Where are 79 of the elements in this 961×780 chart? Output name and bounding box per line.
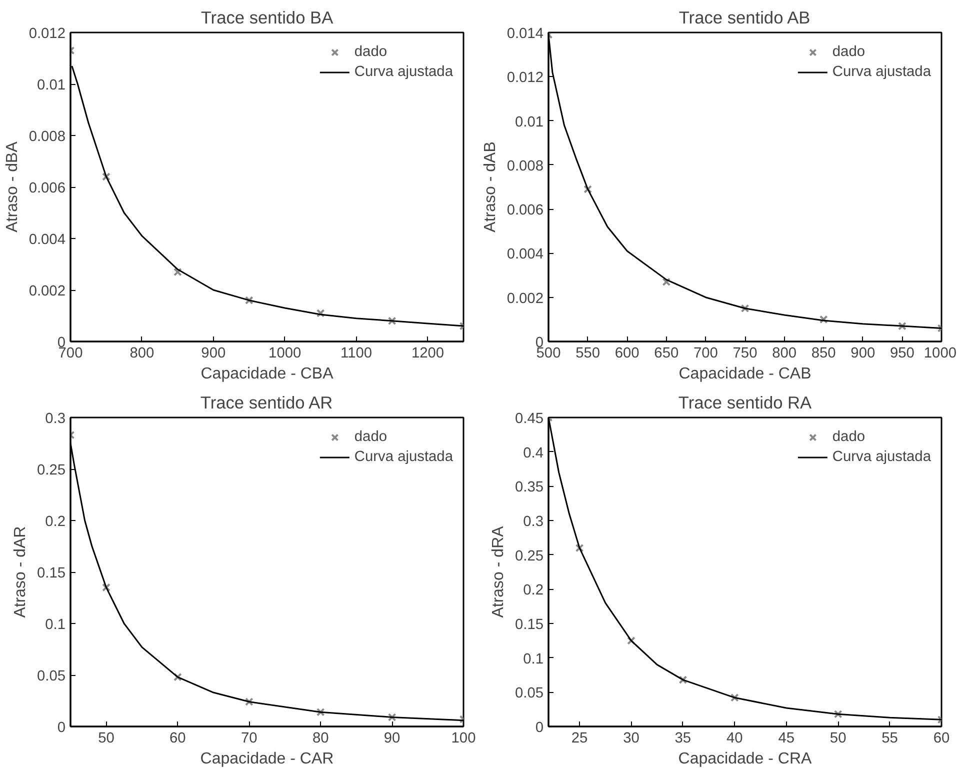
y-tick-label: 0.25 [36, 462, 66, 478]
y-tick-label: 0.15 [514, 617, 544, 633]
x-tick-label: 25 [571, 730, 588, 746]
x-axis-title: Capacidade - CAB [678, 366, 812, 382]
chart-title: Trace sentido RA [678, 392, 812, 412]
y-tick-label: 0.05 [36, 668, 66, 684]
y-tick-label: 0.002 [28, 284, 66, 300]
y-tick-label: 0.25 [514, 548, 544, 564]
y-tick-label: 0.4 [523, 445, 544, 462]
legend-label: dado [354, 429, 388, 445]
y-axis-title: Atraso - dAR [12, 526, 29, 618]
x-tick-label: 800 [772, 346, 797, 362]
y-axis-title: Atraso - dBA [4, 141, 21, 232]
y-tick-label: 0.3 [523, 514, 544, 530]
x-tick-label: 50 [830, 730, 846, 746]
y-tick-label: 0 [535, 720, 544, 736]
x-tick-label: 900 [201, 346, 226, 362]
y-tick-label: 0.002 [506, 290, 544, 307]
y-tick-label: 0.01 [514, 114, 544, 130]
x-tick-label: 600 [614, 346, 640, 362]
x-tick-label: 850 [811, 346, 836, 362]
legend-label: dado [354, 44, 388, 60]
y-tick-label: 0.014 [506, 26, 544, 42]
x-tick-label: 950 [890, 346, 914, 362]
y-tick-label: 0.004 [506, 246, 544, 263]
y-tick-label: 0.1 [523, 651, 544, 668]
y-tick-label: 0.006 [506, 202, 544, 219]
x-tick-label: 800 [130, 346, 154, 362]
y-tick-label: 0.3 [45, 411, 66, 427]
y-axis-title: Atraso - dAB [482, 142, 499, 232]
x-axis-title: Capacidade - CAR [200, 750, 334, 768]
x-tick-label: 45 [778, 730, 795, 746]
y-tick-label: 0.012 [506, 70, 544, 86]
y-tick-label: 0.2 [523, 582, 544, 599]
y-axis-title: Atraso - dRA [490, 526, 507, 618]
y-tick-label: 0 [57, 720, 66, 736]
x-tick-label: 70 [240, 730, 258, 746]
y-tick-label: 0.012 [28, 26, 66, 42]
y-tick-label: 0.006 [28, 180, 66, 196]
legend-label: Curva ajustada [354, 449, 453, 465]
x-tick-label: 80 [312, 730, 329, 746]
x-tick-label: 30 [623, 730, 640, 746]
y-tick-label: 0.45 [514, 411, 544, 427]
x-tick-label: 1200 [411, 346, 444, 362]
y-tick-label: 0.35 [514, 480, 544, 496]
x-tick-label: 40 [726, 730, 743, 746]
chart-title: Trace sentido AR [200, 392, 333, 412]
x-tick-label: 90 [384, 730, 400, 746]
x-tick-label: 50 [98, 730, 114, 746]
x-tick-label: 650 [654, 346, 679, 362]
x-axis-title: Capacidade - CBA [200, 366, 334, 382]
legend-label: Curva ajustada [354, 64, 453, 80]
y-tick-label: 0.008 [506, 158, 544, 174]
x-tick-label: 60 [933, 730, 950, 746]
chart-title: Trace sentido BA [200, 8, 334, 28]
x-tick-label: 550 [576, 346, 600, 362]
y-tick-label: 0.1 [45, 617, 66, 633]
x-tick-label: 700 [693, 346, 718, 362]
y-tick-label: 0.05 [514, 686, 544, 702]
legend-label: dado [832, 429, 866, 445]
legend-label: dado [832, 44, 866, 60]
x-tick-label: 1000 [268, 346, 302, 362]
x-tick-label: 900 [850, 346, 876, 362]
x-tick-label: 1000 [924, 346, 957, 362]
chart-title: Trace sentido AB [678, 8, 810, 28]
x-tick-label: 55 [882, 730, 898, 746]
x-tick-label: 1100 [340, 346, 372, 362]
y-tick-label: 0.008 [28, 129, 66, 145]
x-axis-title: Capacidade - CRA [678, 750, 812, 768]
y-tick-label: 0.2 [45, 514, 66, 530]
x-tick-label: 60 [170, 730, 186, 746]
y-tick-label: 0.01 [36, 78, 66, 94]
x-tick-label: 35 [674, 730, 692, 746]
y-tick-label: 0.004 [28, 232, 66, 248]
legend-label: Curva ajustada [832, 64, 931, 80]
x-tick-label: 100 [451, 730, 476, 746]
legend-label: Curva ajustada [832, 449, 931, 465]
x-tick-label: 750 [732, 346, 758, 362]
y-tick-label: 0.15 [36, 566, 66, 582]
